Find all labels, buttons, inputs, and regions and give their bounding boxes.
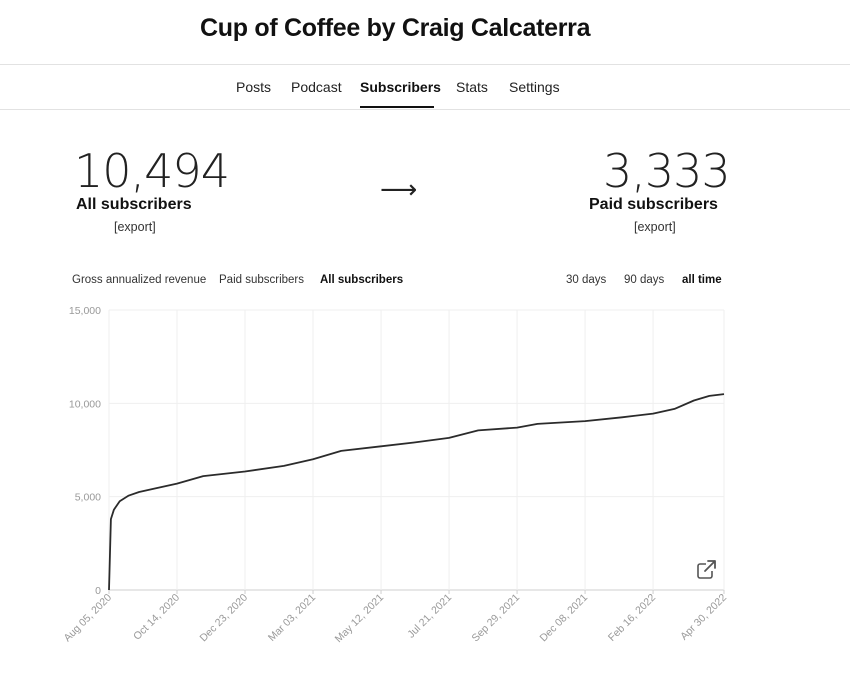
range-tab-30-days[interactable]: 30 days — [566, 274, 607, 286]
x-tick-label: Oct 14, 2020 — [131, 592, 182, 643]
all-subscribers-export-link[interactable]: [export] — [114, 220, 156, 234]
y-tick-label: 5,000 — [75, 492, 101, 504]
tab-settings[interactable]: Settings — [509, 79, 560, 95]
y-tick-label: 15,000 — [69, 305, 101, 317]
tab-stats[interactable]: Stats — [456, 79, 488, 95]
external-link-icon[interactable] — [697, 560, 717, 579]
x-tick-label: Aug 05, 2020 — [61, 592, 114, 645]
tab-posts[interactable]: Posts — [236, 79, 272, 95]
x-tick-label: Jul 21, 2021 — [405, 592, 454, 641]
x-tick-label: Sep 29, 2021 — [470, 592, 523, 645]
all-subscribers-count: 10,494 — [74, 144, 230, 198]
nav-bar: Posts Podcast Subscribers Stats Settings — [0, 64, 850, 110]
all-subscribers-label: All subscribers — [76, 196, 192, 213]
y-tick-label: 0 — [95, 585, 101, 597]
x-tick-label: Dec 23, 2020 — [197, 592, 250, 645]
metric-tab-revenue[interactable]: Gross annualized revenue — [72, 274, 207, 286]
x-tick-label: Mar 03, 2021 — [266, 592, 318, 644]
chart-grid — [108, 309, 725, 591]
x-axis: Aug 05, 2020 Oct 14, 2020 Dec 23, 2020 Mar … — [61, 590, 729, 645]
x-tick-label: May 12, 2021 — [333, 592, 387, 646]
range-tab-all-time[interactable]: all time — [682, 274, 722, 286]
range-tab-90-days[interactable]: 90 days — [624, 274, 665, 286]
y-tick-label: 10,000 — [69, 398, 101, 410]
paid-subscribers-label: Paid subscribers — [589, 196, 718, 213]
paid-subscribers-count: 3,333 — [603, 144, 731, 198]
publication-title: Cup of Coffee by Craig Calcaterra — [200, 14, 591, 42]
metric-tab-all-subscribers[interactable]: All subscribers — [320, 274, 404, 286]
x-tick-label: Feb 16, 2022 — [606, 592, 658, 644]
x-tick-label: Dec 08, 2021 — [538, 592, 591, 645]
active-tab-indicator — [360, 106, 434, 108]
arrow-right-icon: ⟶ — [380, 174, 418, 204]
header-divider — [0, 64, 850, 65]
y-axis: 0 5,000 10,000 15,000 — [69, 305, 101, 597]
series-line-all-subscribers — [108, 393, 725, 591]
x-tick-label: Apr 30, 2022 — [678, 592, 729, 643]
tab-subscribers[interactable]: Subscribers — [360, 79, 441, 95]
tab-podcast[interactable]: Podcast — [291, 79, 342, 95]
metric-tab-paid-subscribers[interactable]: Paid subscribers — [219, 274, 305, 286]
paid-subscribers-export-link[interactable]: [export] — [634, 220, 676, 234]
